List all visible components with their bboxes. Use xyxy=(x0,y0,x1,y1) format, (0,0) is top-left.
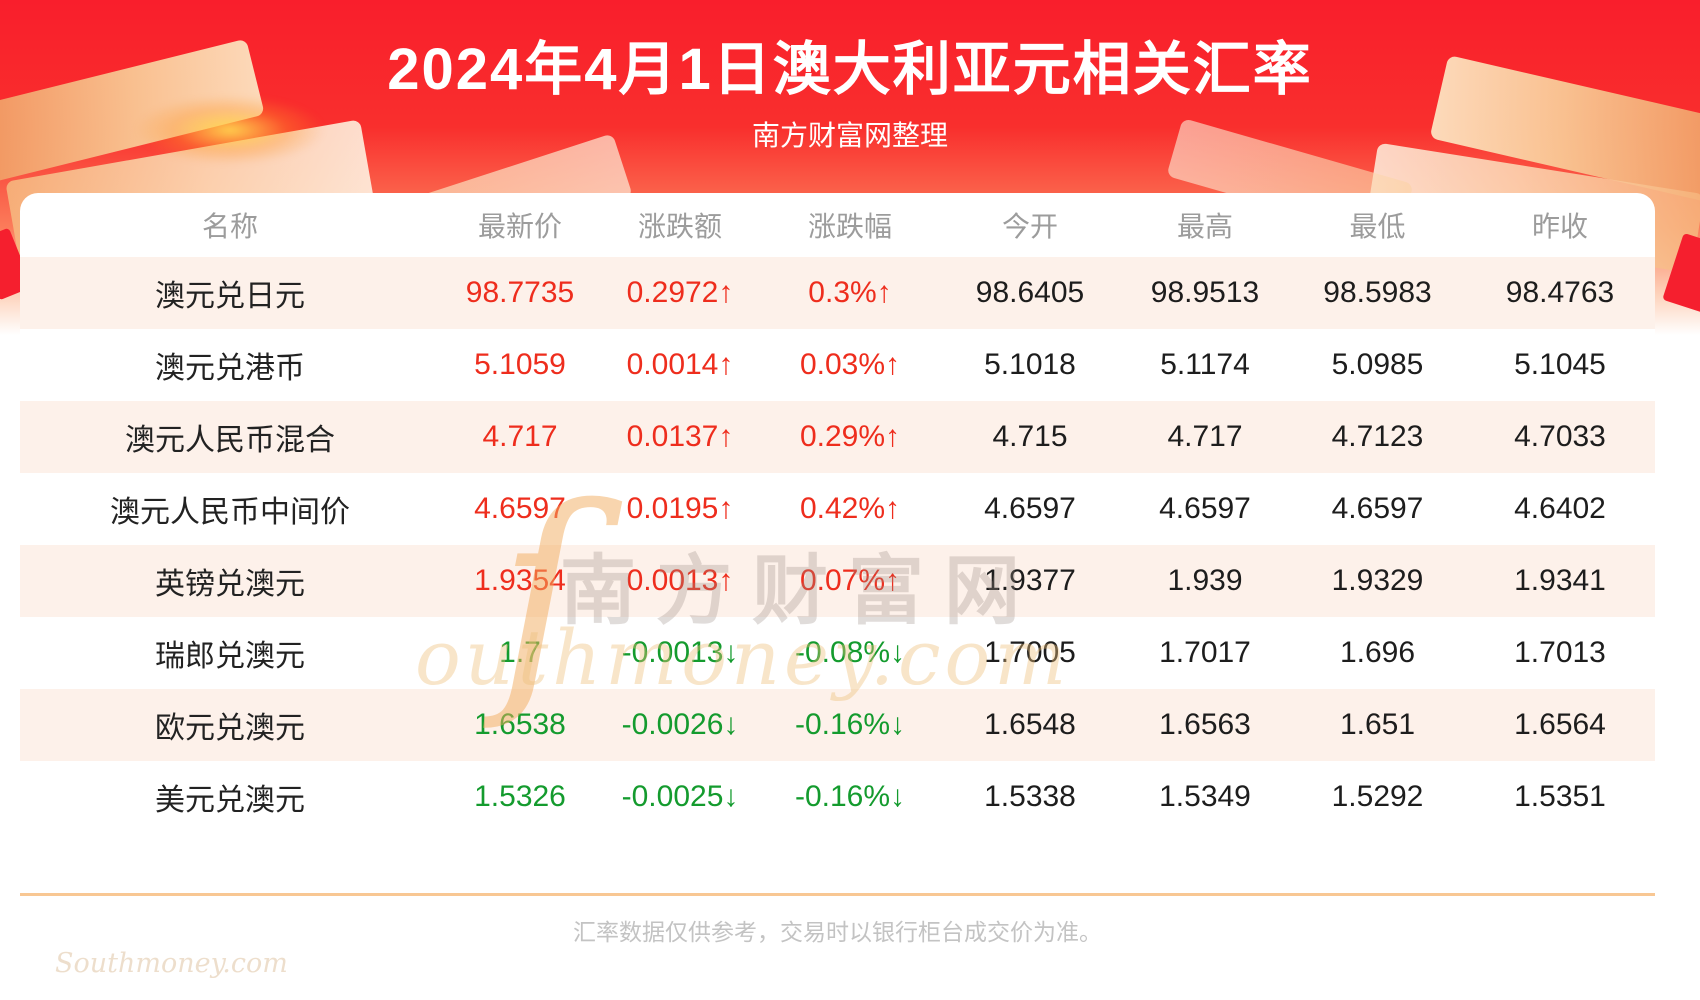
cell-high: 1.6563 xyxy=(1159,708,1251,741)
page-title: 2024年4月1日澳大利亚元相关汇率 xyxy=(387,37,1313,102)
cell-latest: 98.7735 xyxy=(465,276,575,309)
cell-low: 1.5292 xyxy=(1331,780,1424,813)
cell-name: 英镑兑澳元 xyxy=(155,568,305,601)
cell-change-pct: -0.16%↓ xyxy=(794,708,906,741)
table-row: 欧元兑澳元 1.6538 -0.0026↓ -0.16%↓ 1.6548 1.6563 1.… xyxy=(20,689,1655,761)
cell-name: 澳元人民币混合 xyxy=(125,424,335,457)
cell-change: 0.0137↑ xyxy=(626,420,734,453)
rates-table-panel: 名称 最新价 涨跌额 涨跌幅 今开 最高 最低 昨收 澳元兑日元 98.7735 0… xyxy=(20,193,1655,1000)
cell-change: 0.0013↑ xyxy=(626,564,734,597)
cell-low: 98.5983 xyxy=(1323,276,1432,309)
cell-low: 4.6597 xyxy=(1331,492,1424,525)
cell-change-pct: 0.3%↑ xyxy=(808,276,892,309)
table-row: 瑞郎兑澳元 1.7 -0.0013↓ -0.08%↓ 1.7005 1.7017 1.696… xyxy=(20,617,1655,689)
cell-open: 1.6548 xyxy=(984,708,1076,741)
cell-change: 0.0195↑ xyxy=(626,492,734,525)
cell-name: 澳元人民币中间价 xyxy=(110,496,350,529)
page-subtitle: 南方财富网整理 xyxy=(751,120,948,151)
cell-high: 4.6597 xyxy=(1159,492,1251,525)
column-header-prev-close: 昨收 xyxy=(1531,211,1588,242)
table-body: 澳元兑日元 98.7735 0.2972↑ 0.3%↑ 98.6405 98.9513 98… xyxy=(20,257,1655,833)
cell-open: 4.6597 xyxy=(984,492,1076,525)
cell-change-pct: -0.08%↓ xyxy=(794,636,906,669)
cell-open: 4.715 xyxy=(992,420,1068,453)
table-row: 美元兑澳元 1.5326 -0.0025↓ -0.16%↓ 1.5338 1.5349 1.… xyxy=(20,761,1655,833)
cell-low: 1.9329 xyxy=(1331,564,1424,597)
cell-prev-close: 1.7013 xyxy=(1514,636,1606,669)
cell-low: 5.0985 xyxy=(1331,348,1424,381)
cell-latest: 5.1059 xyxy=(474,348,566,381)
cell-prev-close: 98.4763 xyxy=(1505,276,1615,309)
cell-prev-close: 1.5351 xyxy=(1514,780,1606,813)
column-header-change: 涨跌额 xyxy=(637,211,722,242)
cell-change-pct: 0.42%↑ xyxy=(799,492,901,525)
cell-open: 1.7005 xyxy=(984,636,1076,669)
cell-change: -0.0025↓ xyxy=(621,780,739,813)
cell-change-pct: -0.16%↓ xyxy=(794,780,906,813)
cell-high: 1.939 xyxy=(1167,564,1243,597)
footer-divider xyxy=(20,893,1655,896)
watermark-corner: Southmoney.com xyxy=(55,948,288,979)
cell-open: 5.1018 xyxy=(984,348,1076,381)
cell-name: 澳元兑港币 xyxy=(155,352,305,385)
column-header-high: 最高 xyxy=(1176,211,1233,242)
cell-high: 98.9513 xyxy=(1150,276,1260,309)
cell-prev-close: 4.6402 xyxy=(1514,492,1606,525)
cell-change-pct: 0.07%↑ xyxy=(799,564,901,597)
cell-latest: 1.5326 xyxy=(474,780,566,813)
table-row: 英镑兑澳元 1.9354 0.0013↑ 0.07%↑ 1.9377 1.939 1.932… xyxy=(20,545,1655,617)
footer-note: 汇率数据仅供参考，交易时以银行柜台成交价为准。 xyxy=(573,919,1102,945)
cell-open: 1.5338 xyxy=(984,780,1076,813)
cell-low: 1.696 xyxy=(1339,636,1416,669)
cell-name: 美元兑澳元 xyxy=(155,784,305,817)
cell-change: -0.0026↓ xyxy=(621,708,739,741)
cell-change-pct: 0.29%↑ xyxy=(799,420,901,453)
column-header-change-pct: 涨跌幅 xyxy=(807,211,892,242)
column-header-latest: 最新价 xyxy=(477,211,562,242)
table-row: 澳元兑港币 5.1059 0.0014↑ 0.03%↑ 5.1018 5.1174 5.09… xyxy=(20,329,1655,401)
cell-high: 1.5349 xyxy=(1159,780,1251,813)
table-row: 澳元人民币中间价 4.6597 0.0195↑ 0.42%↑ 4.6597 4.6597 4… xyxy=(20,473,1655,545)
cell-change: 0.0014↑ xyxy=(626,348,734,381)
cell-low: 4.7123 xyxy=(1331,420,1424,453)
cell-high: 1.7017 xyxy=(1159,636,1251,669)
cell-prev-close: 1.6564 xyxy=(1514,708,1606,741)
cell-prev-close: 4.7033 xyxy=(1514,420,1606,453)
table-row: 澳元人民币混合 4.717 0.0137↑ 0.29%↑ 4.715 4.717 4.712… xyxy=(20,401,1655,473)
cell-latest: 4.6597 xyxy=(474,492,566,525)
column-header-open: 今开 xyxy=(1001,211,1058,242)
cell-latest: 1.7 xyxy=(499,636,541,669)
cell-low: 1.651 xyxy=(1339,708,1416,741)
cell-prev-close: 5.1045 xyxy=(1514,348,1606,381)
cell-prev-close: 1.9341 xyxy=(1514,564,1606,597)
cell-change: 0.2972↑ xyxy=(626,276,734,309)
column-header-name: 名称 xyxy=(201,211,258,242)
cell-high: 5.1174 xyxy=(1160,348,1250,381)
cell-change-pct: 0.03%↑ xyxy=(799,348,901,381)
cell-high: 4.717 xyxy=(1167,420,1243,453)
cell-change: -0.0013↓ xyxy=(621,636,739,669)
table-header-row: 名称 最新价 涨跌额 涨跌幅 今开 最高 最低 昨收 xyxy=(20,193,1655,257)
cell-name: 欧元兑澳元 xyxy=(155,712,305,745)
cell-name: 澳元兑日元 xyxy=(155,280,305,313)
cell-open: 1.9377 xyxy=(984,564,1076,597)
cell-latest: 4.717 xyxy=(482,420,558,453)
cell-name: 瑞郎兑澳元 xyxy=(155,640,305,673)
gold-glow-decoration xyxy=(135,95,325,165)
table-row: 澳元兑日元 98.7735 0.2972↑ 0.3%↑ 98.6405 98.9513 98… xyxy=(20,257,1655,329)
cell-latest: 1.6538 xyxy=(474,708,566,741)
cell-latest: 1.9354 xyxy=(474,564,566,597)
column-header-low: 最低 xyxy=(1349,211,1406,242)
cell-open: 98.6405 xyxy=(975,276,1085,309)
